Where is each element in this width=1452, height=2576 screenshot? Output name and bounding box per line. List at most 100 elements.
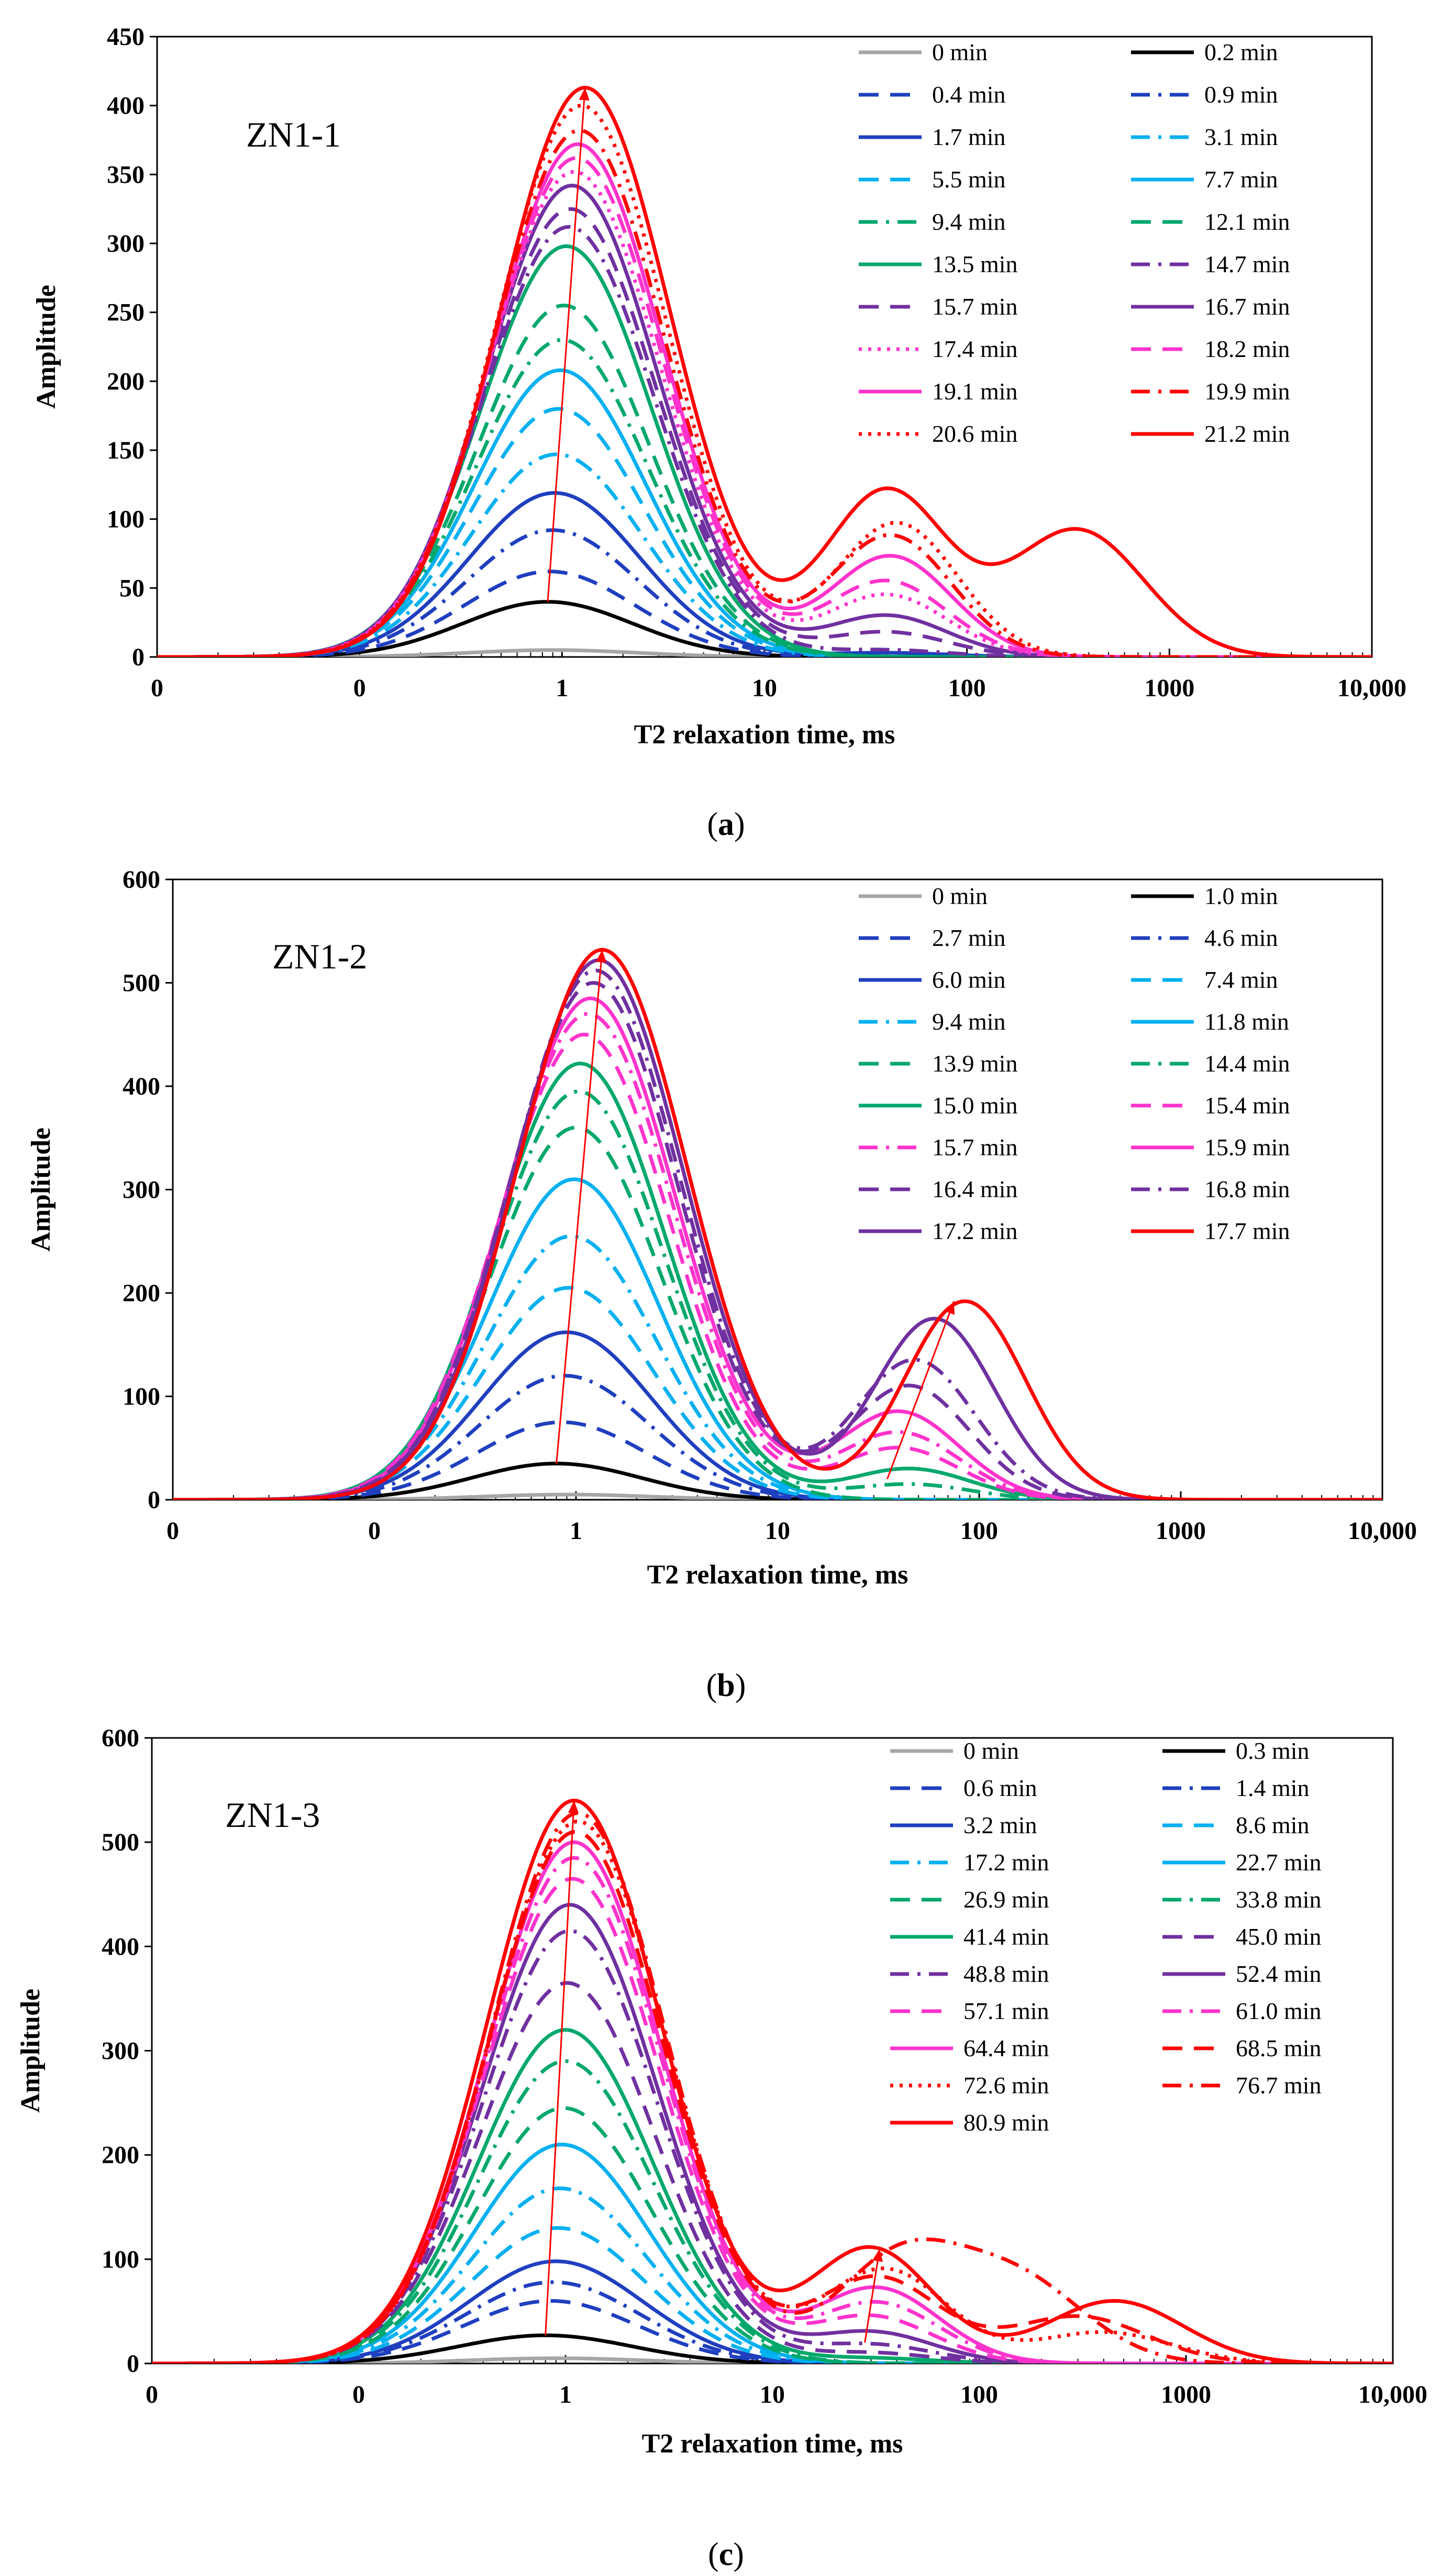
trend-arrow-head	[872, 2248, 883, 2262]
x-tick-label: 0	[368, 1517, 381, 1545]
trend-arrow-head	[579, 87, 590, 101]
x-tick-label: 1	[559, 2381, 572, 2408]
trend-arrow	[886, 1301, 955, 1480]
series-line	[152, 1981, 1393, 2363]
legend-entry: 5.5 min	[932, 166, 1006, 193]
panel-label: ZN1-1	[246, 115, 341, 154]
y-tick-label: 50	[119, 574, 145, 602]
y-tick-label: 450	[107, 23, 145, 51]
legend-entry: 2.7 min	[932, 924, 1006, 951]
figure-panel-c: 0 100 200 300 400 500 600 0 0 1 10 100 1000 10,000 T2 …	[0, 1712, 1452, 2576]
y-tick-label: 350	[107, 161, 145, 188]
x-tick-label: 1000	[1156, 1517, 1206, 1545]
trend-arrow-head	[945, 1301, 955, 1315]
y-tick-label: 400	[102, 1933, 139, 1960]
x-tick-label: 1	[556, 674, 568, 702]
legend-entry: 0 min	[932, 883, 988, 909]
trend-arrow-head	[568, 1800, 579, 1813]
trend-arrow-head	[595, 950, 607, 963]
y-axis-title: Amplitude	[16, 1989, 46, 2113]
legend-entry: 16.8 min	[1204, 1176, 1290, 1202]
legend-entry: 19.9 min	[1204, 378, 1290, 405]
figure-panel-a: 0 50 100 150 200 250 300 350 400 450 0 0 1 10 100 1000 1…	[0, 0, 1452, 853]
series-line	[173, 980, 1382, 1500]
legend-entry: 0 min	[932, 39, 988, 65]
series-line	[152, 2028, 1393, 2363]
series-line	[152, 1840, 1393, 2363]
x-tick-label: 10,000	[1337, 674, 1406, 702]
panel-label: ZN1-2	[272, 936, 367, 976]
x-tick-label: 0	[353, 674, 366, 702]
legend-entry: 17.7 min	[1204, 1218, 1290, 1244]
legend-entry: 0.3 min	[1236, 1737, 1310, 1764]
legend-entry: 15.0 min	[932, 1092, 1018, 1119]
legend-entry: 9.4 min	[932, 208, 1006, 235]
series-line	[157, 156, 1372, 657]
x-tick-label: 1	[570, 1517, 582, 1545]
legend-entry: 12.1 min	[1204, 208, 1290, 235]
legend-entry: 0 min	[963, 1737, 1019, 1764]
caption-a: (a)	[707, 807, 745, 842]
x-tick-label: 10	[760, 2381, 785, 2408]
legend-entry: 13.9 min	[932, 1050, 1018, 1077]
x-tick-label: 10	[765, 1517, 790, 1545]
legend-entry: 1.7 min	[932, 124, 1006, 150]
series-line	[157, 170, 1372, 657]
legend-entry: 72.6 min	[963, 2072, 1049, 2099]
legend-entry: 19.1 min	[932, 378, 1018, 405]
legend-entry: 0.6 min	[963, 1775, 1037, 1801]
legend-entry: 16.4 min	[932, 1176, 1018, 1202]
series-line	[173, 1032, 1382, 1500]
legend-entry: 21.2 min	[1204, 420, 1290, 447]
series-line	[157, 528, 1372, 657]
caption-b: (b)	[706, 1668, 746, 1703]
series-line	[152, 1819, 1393, 2363]
series-line	[157, 452, 1372, 657]
legend-entry: 4.6 min	[1204, 924, 1278, 951]
x-tick-label: 100	[960, 1517, 998, 1545]
legend-entry: 18.2 min	[1204, 336, 1290, 362]
legend-entry: 76.7 min	[1236, 2072, 1322, 2099]
series-line	[157, 85, 1372, 657]
series-line	[173, 958, 1382, 1500]
x-tick-label: 1000	[1144, 674, 1194, 702]
y-tick-label: 500	[102, 1828, 139, 1856]
legend-entry: 11.8 min	[1204, 1008, 1289, 1035]
legend-entry: 45.0 min	[1236, 1923, 1322, 1950]
series-line	[157, 128, 1372, 657]
legend-entry: 15.7 min	[932, 1134, 1018, 1161]
series-line	[152, 1798, 1393, 2363]
legend-entry: 3.1 min	[1204, 124, 1278, 150]
series-line	[157, 407, 1372, 657]
legend-entry: 61.0 min	[1236, 1998, 1322, 2024]
series-line	[173, 1420, 1382, 1500]
series-line	[173, 1234, 1382, 1500]
y-tick-label: 400	[107, 92, 145, 120]
series-line	[152, 1811, 1393, 2363]
legend-entry: 14.4 min	[1204, 1050, 1290, 1077]
series-line	[152, 1830, 1393, 2363]
x-tick-label: 1000	[1161, 2381, 1211, 2408]
series-line	[152, 1928, 1393, 2363]
series-line	[152, 2226, 1393, 2363]
y-tick-label: 150	[107, 437, 145, 464]
legend-entry: 17.2 min	[963, 1849, 1049, 1876]
legend-entry: 15.7 min	[932, 293, 1018, 320]
x-axis-title: T2 relaxation time, ms	[634, 720, 895, 750]
plot-frame	[151, 1737, 1394, 2365]
legend-entry: 0.9 min	[1204, 81, 1278, 108]
legend-entry: 13.5 min	[932, 251, 1018, 277]
x-tick-label: 100	[960, 2381, 998, 2408]
y-axis-title: Amplitude	[26, 1128, 56, 1252]
legend-entry: 1.0 min	[1204, 883, 1278, 909]
y-tick-label: 100	[123, 1383, 160, 1411]
legend-entry: 33.8 min	[1236, 1886, 1322, 1913]
y-tick-label: 200	[102, 2142, 139, 2169]
legend-entry: 48.8 min	[963, 1960, 1049, 1987]
series-line	[173, 1012, 1382, 1500]
y-tick-label: 500	[123, 969, 160, 997]
trend-arrow	[864, 2248, 881, 2343]
series-line	[157, 225, 1372, 657]
series-line	[157, 570, 1372, 657]
